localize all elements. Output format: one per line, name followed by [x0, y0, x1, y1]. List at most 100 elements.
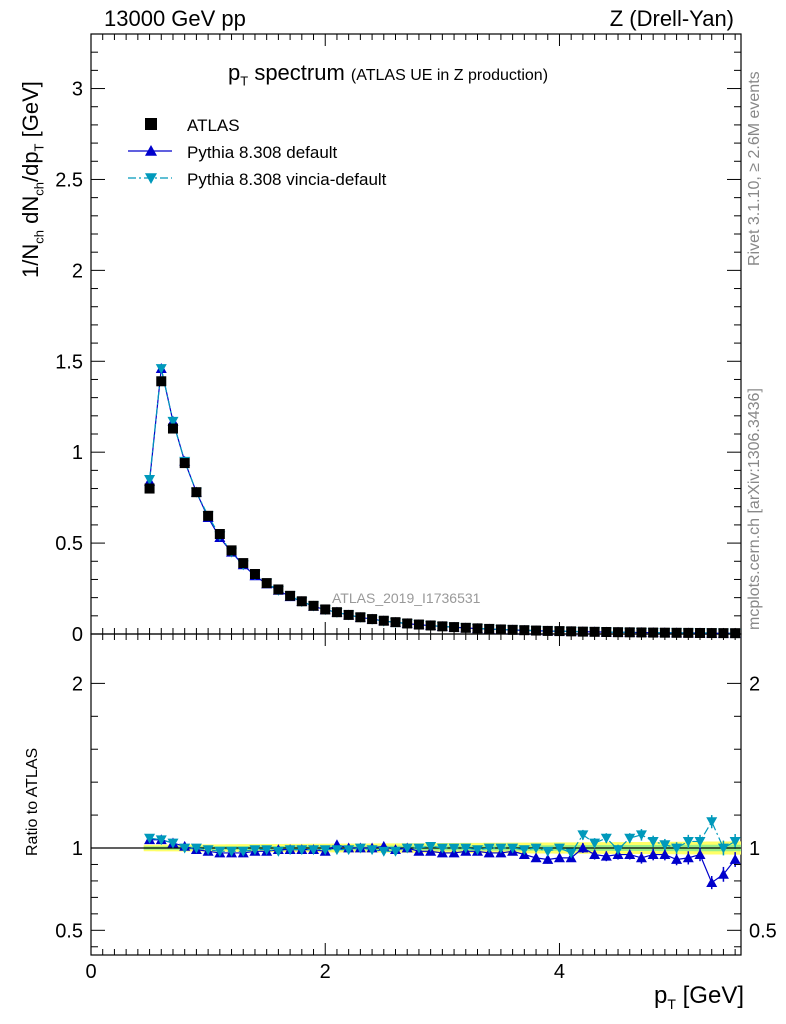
y-tick-label-ratio: 0.5	[55, 920, 83, 942]
y-tick-label-ratio: 1	[72, 838, 83, 860]
y-tick-label-main: 2	[72, 260, 83, 282]
ratio-point-vincia	[460, 843, 472, 854]
ratio-point-vincia	[202, 845, 214, 856]
ratio-point-vincia	[436, 843, 448, 854]
ratio-point-default	[577, 842, 589, 853]
ratio-point-vincia	[682, 837, 694, 847]
ratio-point-vincia	[706, 817, 718, 828]
x-tick-label: 0	[85, 961, 96, 983]
ratio-point-vincia	[612, 845, 624, 856]
data-point-atlas	[425, 620, 436, 631]
ratio-point-vincia	[331, 845, 343, 856]
data-point-atlas	[191, 487, 202, 498]
ratio-point-vincia	[155, 835, 167, 846]
ratio-point-vincia	[635, 830, 647, 841]
title-main-sub: T	[240, 73, 249, 89]
data-point-atlas	[460, 622, 471, 633]
data-point-atlas	[273, 584, 284, 595]
legend-marker	[145, 145, 157, 156]
y-tick-label-ratio-right: 2	[749, 673, 760, 695]
ratio-point-vincia	[495, 843, 507, 854]
ratio-point-vincia	[507, 843, 519, 854]
ratio-point-default	[717, 868, 729, 879]
data-point-atlas	[449, 622, 460, 633]
ratio-point-vincia	[577, 830, 589, 841]
data-point-atlas	[179, 458, 190, 469]
data-point-atlas	[308, 600, 319, 611]
ratio-point-vincia	[717, 843, 729, 854]
ratio-point-vincia	[284, 845, 296, 856]
ratio-point-vincia	[425, 841, 437, 852]
data-point-atlas	[402, 618, 413, 629]
ratio-point-vincia	[144, 833, 156, 844]
data-point-atlas	[390, 617, 401, 628]
data-point-atlas	[320, 604, 331, 615]
ratio-point-vincia	[600, 833, 612, 844]
x-tick-label: 4	[554, 961, 565, 983]
process-label: Z (Drell-Yan)	[609, 6, 734, 31]
y-tick-label-main: 3	[72, 79, 83, 101]
y-tick-label-main: 2.5	[55, 169, 83, 191]
ratio-point-vincia	[542, 846, 554, 857]
ratio-point-default	[635, 852, 647, 863]
data-point-atlas	[331, 607, 342, 618]
y-tick-label-main: 0	[72, 624, 83, 646]
ratio-point-vincia	[624, 833, 636, 844]
ratio-panel-marks	[144, 815, 741, 890]
data-point-atlas	[378, 615, 389, 626]
y-tick-label-ratio-right: 1	[749, 838, 760, 860]
x-tick-label: 2	[320, 961, 331, 983]
ratio-point-vincia	[553, 843, 565, 854]
ratio-point-default	[729, 854, 741, 864]
data-point-atlas	[367, 614, 378, 625]
energy-label: 13000 GeV pp	[104, 6, 246, 31]
data-point-atlas	[156, 376, 167, 387]
data-point-atlas	[355, 612, 366, 623]
data-point-atlas	[285, 590, 296, 601]
ratio-point-vincia	[343, 845, 355, 856]
ratio-point-default	[706, 877, 718, 887]
title-note: (ATLAS UE in Z production)	[350, 67, 549, 84]
data-point-vincia	[167, 416, 179, 427]
y-tick-label-ratio-right: 0.5	[749, 920, 777, 942]
ratio-point-vincia	[729, 837, 741, 847]
mcplots-label: mcplots.cern.ch [arXiv:1306.3436]	[746, 388, 763, 630]
ratio-point-vincia	[589, 838, 601, 849]
ratio-point-vincia	[530, 843, 542, 854]
y-tick-label-ratio: 2	[72, 673, 83, 695]
data-point-vincia	[155, 364, 167, 375]
legend-label: ATLAS	[187, 116, 240, 135]
data-point-atlas	[296, 596, 307, 607]
ratio-point-vincia	[694, 837, 706, 847]
ratio-point-default	[694, 849, 706, 859]
data-point-atlas	[144, 483, 155, 494]
ratio-point-vincia	[518, 845, 530, 856]
ratio-point-default	[659, 849, 671, 859]
ratio-point-vincia	[390, 846, 402, 857]
ratio-point-default	[553, 852, 565, 863]
ratio-point-vincia	[249, 845, 261, 856]
legend-marker	[145, 118, 157, 130]
data-point-atlas	[203, 510, 214, 521]
ratio-point-vincia	[659, 840, 671, 851]
ratio-panel-border	[90, 633, 742, 956]
x-axis-label: pT [GeV]	[654, 982, 744, 1012]
ratio-point-default	[624, 849, 636, 859]
ratio-point-vincia	[226, 846, 238, 857]
ratio-point-vincia	[565, 848, 577, 859]
ratio-point-vincia	[671, 843, 683, 854]
rivet-label: Rivet 3.1.10, ≥ 2.6M events	[746, 71, 763, 266]
data-point-atlas	[437, 621, 448, 632]
data-point-atlas	[214, 529, 225, 539]
ratio-point-vincia	[448, 843, 460, 854]
ratio-point-vincia	[483, 843, 495, 854]
ratio-point-default	[589, 849, 601, 859]
ratio-point-vincia	[319, 845, 331, 856]
ratio-point-vincia	[366, 845, 378, 856]
y-tick-label-main: 1.5	[55, 351, 83, 373]
axis-ticks: 0 2 400.511.522.530.5 0.51 12 2	[55, 34, 777, 983]
ratio-point-vincia	[179, 843, 191, 854]
ratio-point-default	[671, 854, 683, 864]
ratio-point-default	[647, 849, 659, 859]
ratio-point-vincia	[190, 843, 202, 854]
